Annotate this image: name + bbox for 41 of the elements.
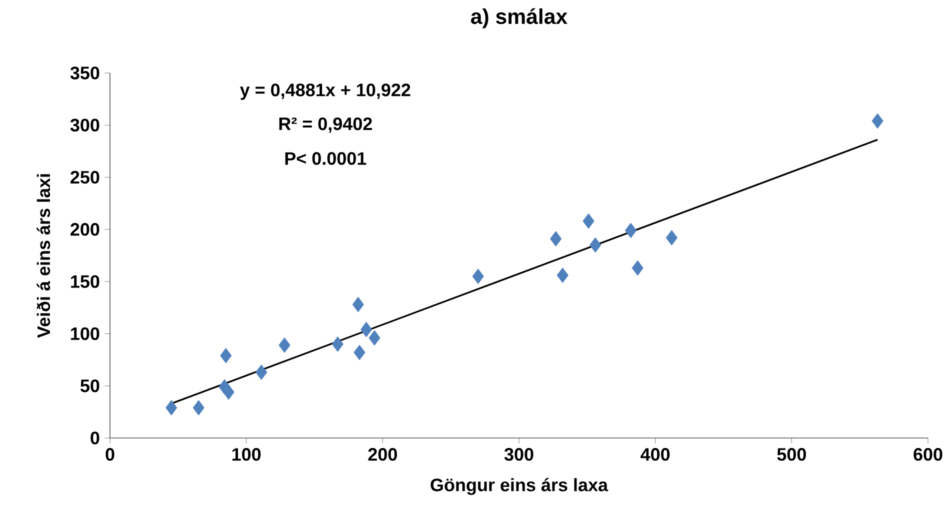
point [368,330,380,346]
point [278,338,290,353]
point [632,260,644,276]
point [590,237,602,253]
y-tick-label: 150 [71,275,100,288]
point [222,384,234,400]
point [332,336,344,352]
annotation: P< 0.0001 [285,152,366,165]
point [556,268,568,283]
point [582,213,594,229]
x-tick-label: 500 [777,448,806,461]
point [166,400,178,416]
y-tick-label: 250 [70,170,100,184]
y-axis-title: Veiði á eins árs laxi [36,174,50,338]
y-tick-label: 100 [71,327,100,340]
point [550,231,562,246]
point [872,113,884,129]
y-tick-label: 0 [90,432,100,444]
annotation: R² = 0,9402 [279,117,372,133]
x-axis-title: Göngur eins árs laxa [430,478,608,495]
y-tick-label: 200 [70,223,100,236]
y-tick-label: 300 [70,118,100,132]
point [472,268,484,284]
chart-title: a) smálax [471,8,568,28]
point [354,344,366,360]
x-tick-label: 100 [232,448,261,461]
annotation: y = 0,4881x + 10,922 [240,84,410,100]
point [256,364,268,380]
point [666,230,678,246]
point [220,348,232,364]
x-tick-label: 200 [368,448,397,461]
point [192,400,204,416]
x-tick-label: 300 [504,448,534,461]
x-tick-label: 400 [640,448,670,461]
point [625,222,637,238]
point [352,296,364,312]
point [360,322,372,338]
x-tick-label: 0 [106,448,114,461]
y-tick-label: 50 [80,379,100,392]
x-tick-label: 600 [914,448,942,461]
y-tick-label: 350 [70,66,100,80]
